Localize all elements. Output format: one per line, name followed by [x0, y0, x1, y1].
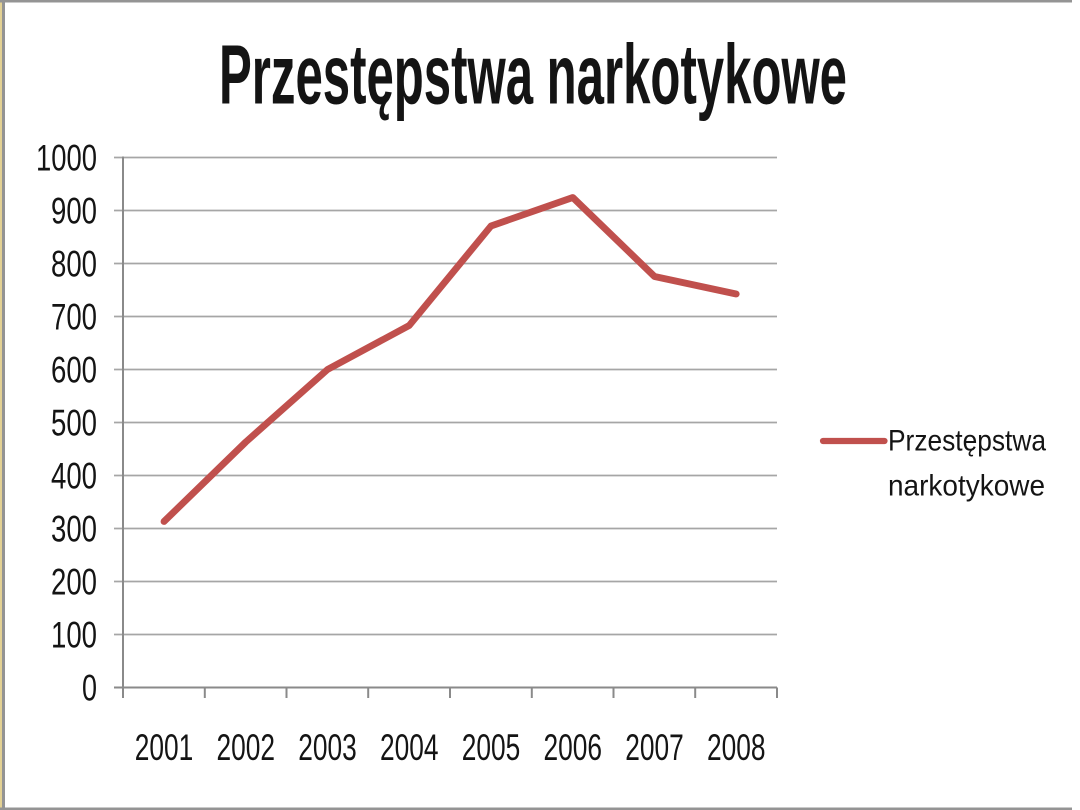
- svg-text:narkotykowe: narkotykowe: [888, 470, 1045, 503]
- svg-text:800: 800: [51, 243, 97, 284]
- svg-text:Przestępstwa narkotykowe: Przestępstwa narkotykowe: [219, 28, 847, 122]
- svg-text:2006: 2006: [544, 727, 603, 768]
- svg-text:2007: 2007: [625, 727, 684, 768]
- svg-text:1000: 1000: [36, 137, 97, 178]
- svg-text:Przestępstwa: Przestępstwa: [888, 425, 1046, 458]
- svg-text:2003: 2003: [298, 727, 357, 768]
- svg-text:400: 400: [51, 455, 97, 496]
- svg-text:0: 0: [82, 667, 97, 708]
- svg-text:2008: 2008: [707, 727, 766, 768]
- svg-text:2005: 2005: [462, 727, 521, 768]
- svg-text:2004: 2004: [380, 727, 439, 768]
- svg-text:600: 600: [51, 349, 97, 390]
- svg-text:2001: 2001: [135, 727, 194, 768]
- svg-text:200: 200: [51, 561, 97, 602]
- svg-text:2002: 2002: [217, 727, 276, 768]
- svg-text:300: 300: [51, 508, 97, 549]
- svg-text:900: 900: [51, 190, 97, 231]
- svg-text:700: 700: [51, 296, 97, 337]
- svg-text:500: 500: [51, 402, 97, 443]
- svg-text:100: 100: [51, 614, 97, 655]
